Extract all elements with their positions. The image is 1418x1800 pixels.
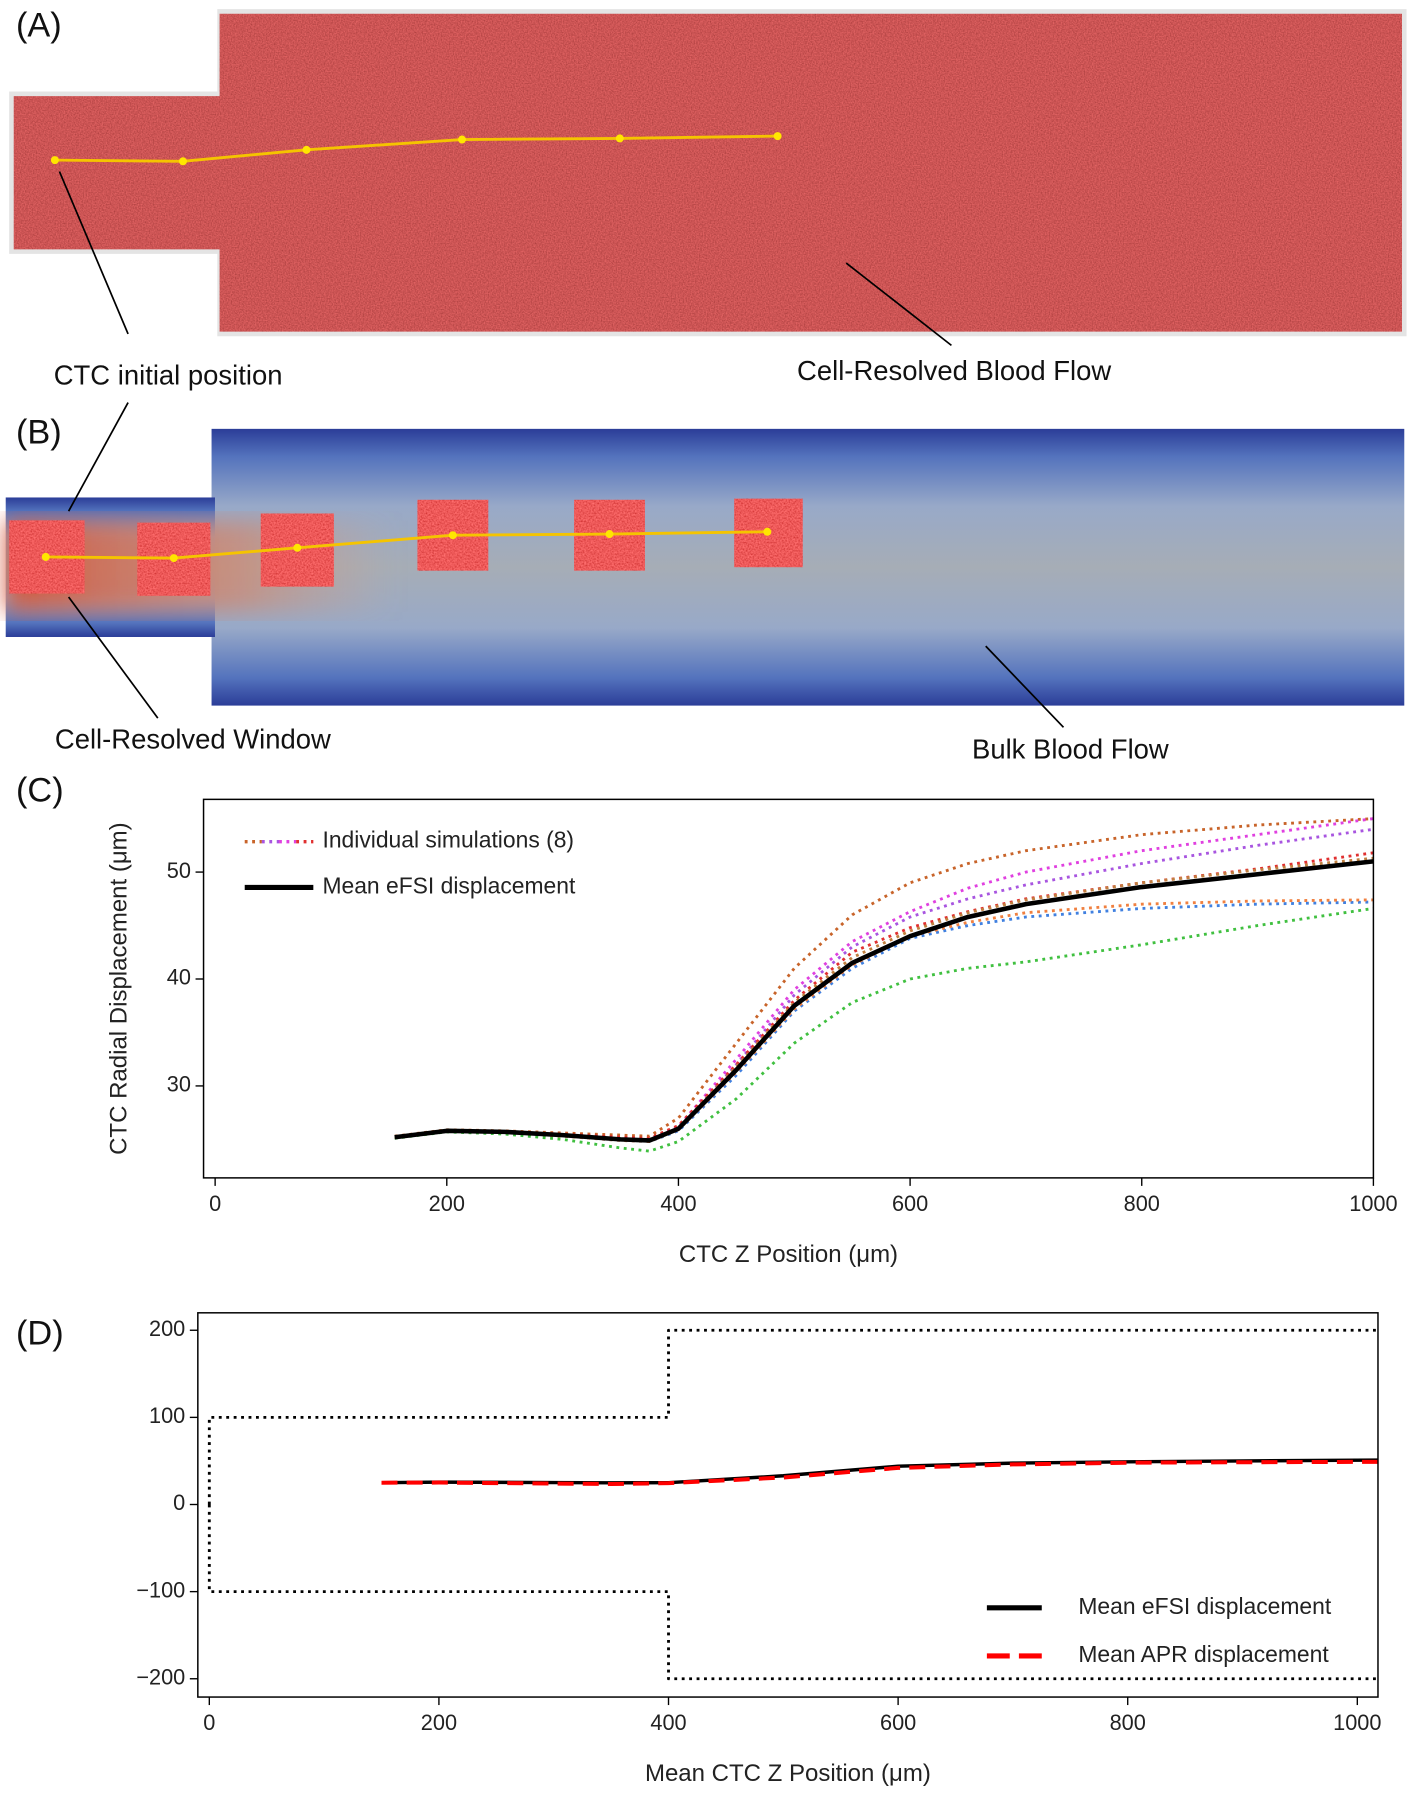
y-tick-label: 40	[167, 965, 191, 990]
pointer	[985, 645, 1065, 728]
x-tick-label: 600	[892, 1191, 928, 1216]
x-tick-label: 1000	[1333, 1710, 1381, 1735]
panel-label: (B)	[16, 414, 62, 452]
panel-label: (C)	[16, 772, 64, 810]
pointer	[67, 402, 129, 512]
series-trace	[394, 817, 1374, 1141]
plot-area	[207, 1328, 1378, 1681]
y-tick-label: −200	[136, 1664, 185, 1689]
series-trace	[394, 817, 1374, 1138]
chart: 0 200 400 600 800 1000 30 40 50 CTC Z Position (μ…	[105, 798, 1398, 1268]
trajectory	[54, 134, 778, 163]
x-tick-label: 0	[209, 1191, 221, 1216]
y-tick-label: 50	[167, 858, 191, 883]
legend-label: Individual simulations (8)	[322, 827, 574, 853]
x-tick-label: 0	[203, 1710, 215, 1735]
bulk-channel	[211, 428, 1405, 706]
series-line	[381, 1458, 1378, 1485]
pointer	[845, 262, 952, 347]
x-tick-label: 400	[660, 1191, 696, 1216]
x-tick-label: 200	[421, 1710, 457, 1735]
legend-label: Mean eFSI displacement	[1078, 1593, 1331, 1619]
x-tick-label: 600	[880, 1710, 916, 1735]
x-tick-label: 400	[650, 1710, 686, 1735]
chart: 0 200 400 600 800 1000 −200 −100 0 100 200 Mean CTC…	[136, 1312, 1381, 1787]
annotation: Bulk Blood Flow	[972, 734, 1169, 765]
y-tick-label: −100	[136, 1577, 185, 1602]
annotation: Cell-Resolved Blood Flow	[797, 355, 1111, 386]
pointer	[67, 596, 159, 719]
series-line	[381, 1459, 1378, 1487]
legend-label: Mean APR displacement	[1078, 1641, 1329, 1667]
y-tick-label: 30	[167, 1072, 191, 1097]
x-axis-label: CTC Z Position (μm)	[679, 1241, 898, 1268]
panel-label: (D)	[16, 1315, 64, 1353]
legend: Mean eFSI displacement Mean APR displacem…	[986, 1593, 1332, 1667]
axes-frame	[197, 1312, 1379, 1698]
annotation: Cell-Resolved Window	[55, 723, 331, 754]
series-trace	[207, 1328, 1378, 1505]
series-trace	[394, 898, 1374, 1143]
x-tick-label: 1000	[1349, 1191, 1397, 1216]
legend-label: Mean eFSI displacement	[322, 872, 575, 898]
x-tick-label: 800	[1124, 1191, 1160, 1216]
panel-label: (A)	[16, 7, 62, 45]
x-tick-label: 200	[429, 1191, 465, 1216]
y-axis-label: CTC Radial Displacement (μm)	[105, 822, 132, 1155]
plot-area	[394, 817, 1374, 1153]
pointer	[58, 171, 129, 335]
x-tick-label: 800	[1110, 1710, 1146, 1735]
axes-frame	[202, 798, 1375, 1179]
series-trace	[394, 856, 1374, 1142]
series-trace	[394, 907, 1374, 1153]
blood-cells	[13, 13, 1402, 332]
legend: Individual simulations (8) Mean eFSI disp…	[244, 827, 576, 898]
series-trace	[207, 1504, 1378, 1681]
series-trace	[394, 827, 1374, 1141]
y-tick-label: 0	[173, 1490, 185, 1515]
series-line	[394, 859, 1374, 1143]
y-tick-label: 200	[149, 1316, 185, 1341]
trajectory	[45, 530, 768, 560]
y-tick-label: 100	[149, 1403, 185, 1428]
trajectory-points	[50, 132, 782, 166]
panel-b: (B) Cell-Resolved Window Bulk Blood Flow	[5, 402, 1405, 765]
series-trace	[394, 900, 1374, 1143]
annotation: CTC initial position	[54, 360, 283, 391]
x-axis-label: Mean CTC Z Position (μm)	[645, 1760, 931, 1787]
panel-a: (A) CTC initial position Cell-Resolved B…	[9, 7, 1407, 391]
trajectory-points	[41, 527, 772, 563]
